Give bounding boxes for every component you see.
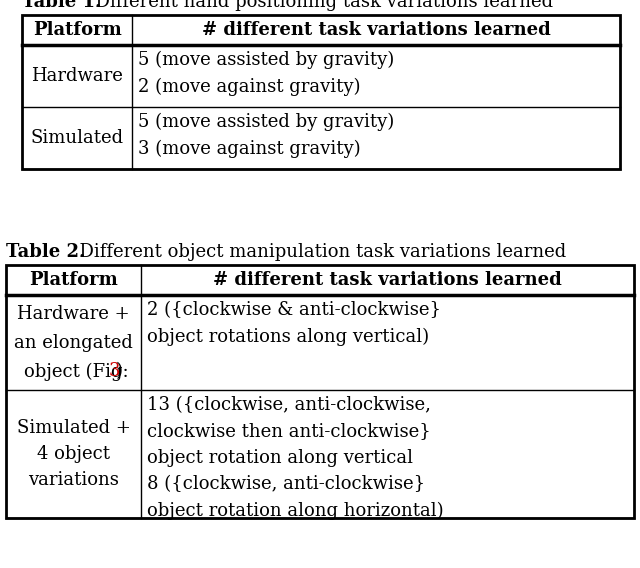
Text: Different hand positioning task variations learned: Different hand positioning task variatio… [84,0,554,11]
Text: # different task variations learned: # different task variations learned [213,271,562,289]
Text: Table 2.: Table 2. [6,243,85,261]
Text: Hardware: Hardware [31,67,123,85]
Text: an elongated: an elongated [14,333,133,352]
Text: Table 1.: Table 1. [22,0,101,11]
Text: # different task variations learned: # different task variations learned [202,21,550,39]
Text: Platform: Platform [33,21,122,39]
Text: object (Fig:: object (Fig: [24,362,129,381]
Text: 5 (move assisted by gravity)
3 (move against gravity): 5 (move assisted by gravity) 3 (move aga… [138,113,394,158]
Text: 5 (move assisted by gravity)
2 (move against gravity): 5 (move assisted by gravity) 2 (move aga… [138,51,394,96]
Text: Simulated +
4 object
variations: Simulated + 4 object variations [17,419,131,490]
Text: Hardware +: Hardware + [17,304,130,323]
Bar [22,15,620,169]
Bar [6,265,634,518]
Text: 13 ({clockwise, anti-clockwise,
clockwise then anti-clockwise}
object rotation a: 13 ({clockwise, anti-clockwise, clockwis… [147,396,444,520]
Text: Platform: Platform [29,271,118,289]
Text: Simulated: Simulated [31,129,124,147]
Text: Different object manipulation task variations learned: Different object manipulation task varia… [68,243,566,261]
Text: ): ) [116,362,123,381]
Text: 2 ({clockwise & anti-clockwise}
object rotations along vertical): 2 ({clockwise & anti-clockwise} object r… [147,301,441,346]
Text: 3: 3 [109,362,120,381]
